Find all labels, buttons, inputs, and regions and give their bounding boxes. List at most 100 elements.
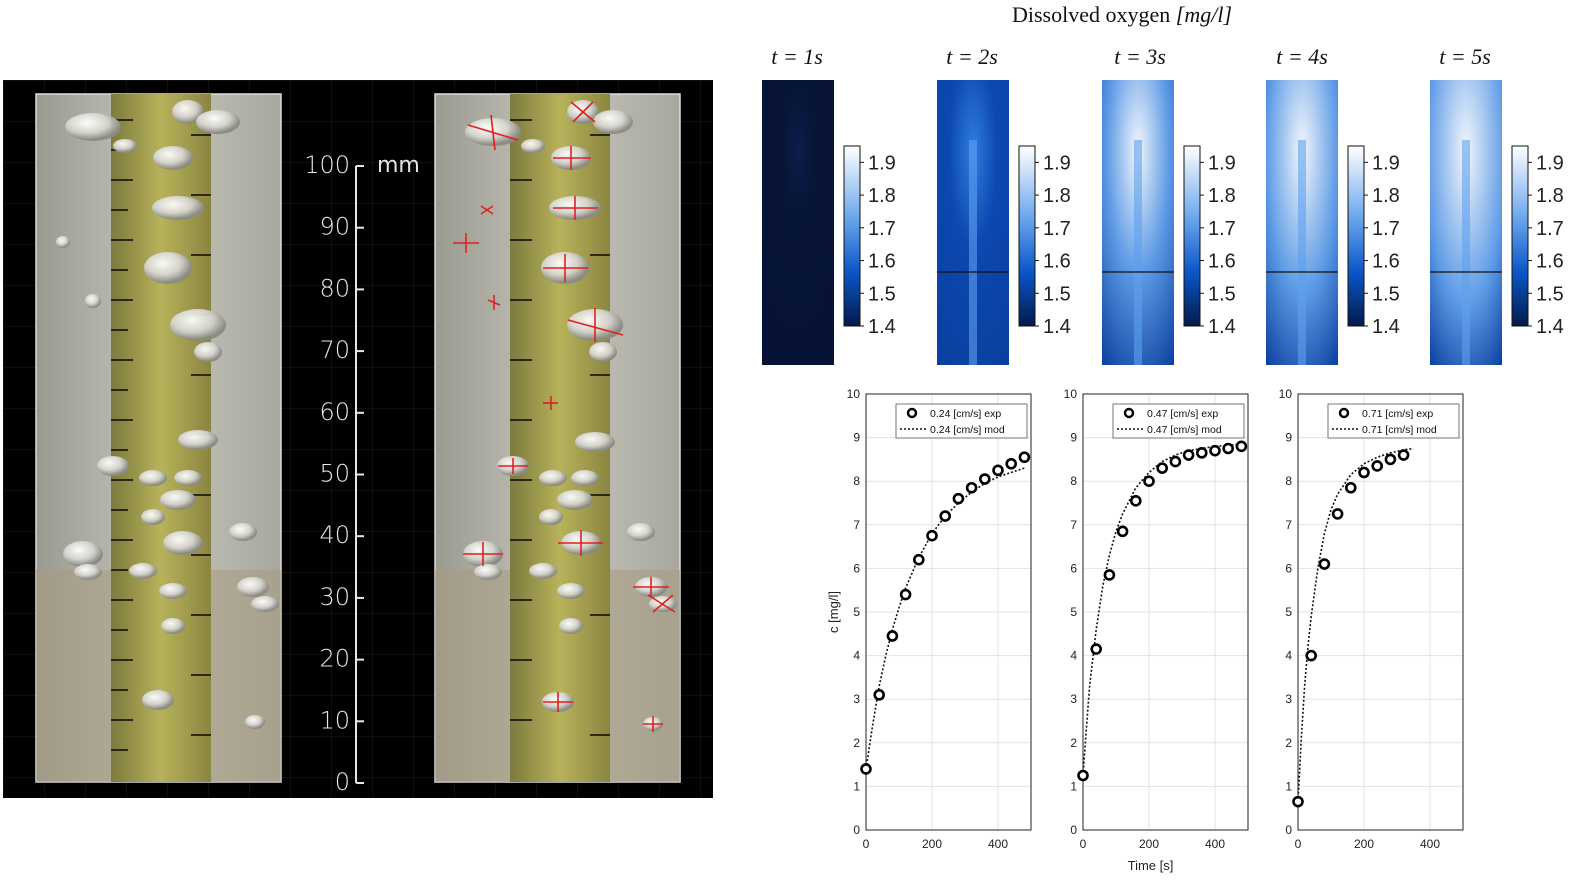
colorbar-tick-label: 1.5 — [1043, 283, 1071, 305]
scale-tick-label: 50 — [319, 460, 350, 488]
y-tick-label: 9 — [853, 431, 860, 445]
colorbar-tick-label: 1.8 — [1208, 185, 1236, 207]
colorbar-tick-label: 1.4 — [1043, 316, 1071, 338]
experimental-point — [1182, 449, 1195, 461]
scale-tick-label: 10 — [319, 706, 350, 734]
figure-title-main: Dissolved oxygen — [1012, 2, 1176, 27]
experimental-point — [965, 481, 978, 494]
y-tick-label: 10 — [1064, 387, 1078, 401]
plot-frame — [1082, 393, 1249, 831]
colorbar-tick-label: 1.7 — [1208, 218, 1236, 240]
y-tick-label: 2 — [1285, 736, 1292, 750]
colorbar-tick-label: 1.8 — [868, 185, 896, 207]
y-tick-label: 6 — [1285, 561, 1292, 575]
scale-tick-label: 30 — [319, 583, 350, 611]
x-tick-label: 0 — [863, 837, 870, 851]
legend-marker — [906, 407, 918, 419]
y-tick-label: 3 — [1285, 692, 1292, 706]
y-tick-label: 4 — [853, 649, 860, 663]
y-tick-label: 3 — [853, 692, 860, 706]
contour-time-title: t = 3s — [1114, 44, 1166, 69]
y-tick-label: 4 — [1285, 649, 1292, 663]
scale-tick-label: 0 — [335, 768, 350, 796]
y-tick-label: 4 — [1070, 649, 1077, 663]
scale-tick-label: 80 — [319, 274, 350, 302]
figure-title-unit: [mg/l] — [1175, 2, 1233, 27]
scale-tick-label: 40 — [319, 521, 350, 549]
experimental-point — [952, 492, 965, 505]
contour-jet — [1298, 140, 1306, 365]
experimental-point — [1018, 451, 1031, 464]
colorbar-tick-label: 1.9 — [1372, 152, 1400, 174]
experimental-point — [1195, 447, 1208, 459]
experimental-point — [1103, 569, 1116, 581]
experimental-point — [1305, 649, 1318, 662]
x-axis-label: Time [s] — [1128, 858, 1174, 873]
experimental-point — [1384, 453, 1397, 466]
y-axis-label: c [mg/l] — [826, 591, 841, 633]
experimental-point — [886, 630, 899, 642]
scale-unit-label: mm — [377, 153, 420, 178]
colorbar-tick-label: 1.5 — [1208, 283, 1236, 305]
experimental-point — [1318, 558, 1331, 570]
experimental-point — [926, 529, 938, 542]
concentration-chart: 0 1 2 3 4 5 6 7 8 9 10 0 200 400 0.71 [cm/s] exp 0.71 [… — [1279, 387, 1464, 851]
y-tick-label: 1 — [853, 779, 860, 793]
experimental-point — [979, 473, 991, 485]
y-tick-label: 2 — [1070, 736, 1077, 750]
colorbar-tick-label: 1.4 — [1536, 316, 1564, 338]
colorbar — [1183, 145, 1201, 327]
legend-marker — [1123, 407, 1135, 419]
legend-box — [1112, 403, 1245, 439]
colorbar — [1511, 145, 1529, 327]
legend-marker — [1338, 407, 1350, 419]
colorbar-tick-label: 1.7 — [1043, 218, 1071, 240]
y-tick-label: 3 — [1070, 692, 1077, 706]
experimental-point — [1143, 475, 1155, 487]
contour-jet — [1462, 140, 1470, 365]
x-tick-label: 400 — [1420, 837, 1440, 851]
x-tick-label: 0 — [1080, 837, 1087, 851]
colorbar-tick-label: 1.7 — [1536, 218, 1564, 240]
colorbar-tick-label: 1.5 — [868, 283, 896, 305]
y-tick-label: 7 — [1285, 518, 1292, 532]
contour-panel — [762, 80, 834, 365]
colorbar — [1018, 145, 1036, 327]
legend-label: 0.71 [cm/s] mod — [1362, 424, 1437, 436]
colorbar-tick-label: 1.6 — [868, 251, 896, 273]
colorbar-tick-label: 1.6 — [1372, 251, 1400, 273]
experimental-point — [1090, 643, 1103, 655]
scale-tick-label: 100 — [304, 151, 350, 179]
figure-title: Dissolved oxygen [mg/l] — [1012, 2, 1232, 28]
colorbar-tick-label: 1.6 — [1536, 251, 1564, 273]
colorbar — [843, 145, 861, 327]
y-tick-label: 6 — [853, 561, 860, 575]
colorbar-tick-label: 1.7 — [1372, 218, 1400, 240]
x-tick-label: 200 — [1139, 837, 1159, 851]
experimental-point — [1156, 462, 1169, 474]
scale-tick-label: 70 — [319, 336, 350, 364]
y-tick-label: 8 — [1285, 474, 1292, 488]
colorbar-tick-label: 1.4 — [868, 316, 896, 338]
scale-bar: 100 90 80 70 60 50 40 30 20 10 0 mm — [304, 151, 420, 796]
legend-label: 0.24 [cm/s] exp — [930, 408, 1001, 420]
experimental-point — [913, 553, 925, 566]
legend-label: 0.47 [cm/s] mod — [1147, 424, 1222, 436]
y-tick-label: 5 — [1070, 605, 1077, 619]
y-tick-label: 7 — [1070, 518, 1077, 532]
experimental-point — [1344, 481, 1357, 494]
experimental-point — [1005, 457, 1018, 470]
colorbar-tick-label: 1.5 — [1536, 283, 1564, 305]
experimental-point — [1129, 495, 1142, 507]
experimental-point — [939, 510, 951, 522]
y-tick-label: 6 — [1070, 561, 1077, 575]
experimental-point — [1358, 466, 1370, 479]
experimental-point — [1222, 442, 1235, 455]
experimental-point — [1292, 795, 1304, 808]
y-tick-label: 0 — [1070, 823, 1077, 837]
experimental-point — [1371, 460, 1384, 472]
experimental-point — [873, 689, 885, 701]
y-tick-label: 1 — [1070, 779, 1077, 793]
plot-frame — [865, 393, 1032, 831]
colorbar-tick-label: 1.9 — [868, 152, 896, 174]
